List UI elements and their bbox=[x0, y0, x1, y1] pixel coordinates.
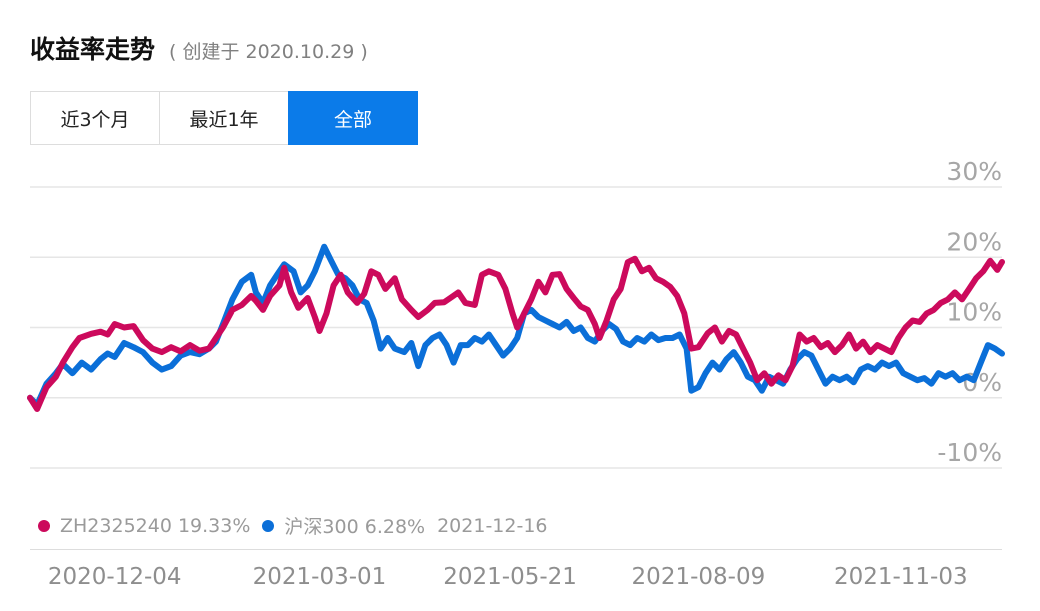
legend-date: 2021-12-16 bbox=[437, 514, 548, 537]
y-tick-label: 0% bbox=[962, 368, 1002, 397]
legend-dot-hs300 bbox=[262, 519, 275, 532]
x-tick-label: 2021-08-09 bbox=[631, 564, 766, 590]
y-tick-label: 10% bbox=[946, 298, 1002, 327]
legend-label-portfolio: ZH2325240 19.33% bbox=[60, 514, 251, 537]
series-lines bbox=[27, 243, 1005, 412]
legend-dot-portfolio bbox=[38, 519, 50, 532]
period-tabs: 近3个月 最近1年 全部 bbox=[30, 91, 418, 145]
tab-all[interactable]: 全部 bbox=[288, 91, 418, 145]
y-axis-labels: 30% 20% 10% 0% -10% bbox=[937, 157, 1002, 467]
x-axis-labels: 2020-12-04 2021-03-01 2021-05-21 2021-08-09… bbox=[0, 564, 1040, 600]
legend-label-hs300: 沪深300 6.28% bbox=[284, 516, 426, 538]
tab-3-months[interactable]: 近3个月 bbox=[30, 91, 160, 145]
x-tick-label: 2021-11-03 bbox=[833, 564, 968, 590]
series-line-portfolio bbox=[27, 255, 1005, 412]
returns-line-chart: 30% 20% 10% 0% -10% bbox=[27, 157, 1005, 469]
x-tick-label: 2020-12-04 bbox=[47, 564, 182, 590]
creation-date: ( 创建于 2020.10.29 ) bbox=[169, 41, 368, 63]
y-tick-label: 30% bbox=[946, 157, 1002, 186]
x-tick-label: 2021-03-01 bbox=[252, 564, 387, 590]
axis-divider bbox=[30, 549, 1002, 550]
chart-header: 收益率走势 ( 创建于 2020.10.29 ) bbox=[30, 30, 368, 66]
legend-item-portfolio[interactable]: ZH2325240 19.33% bbox=[38, 515, 250, 537]
chart-legend: ZH2325240 19.33% 沪深300 6.28% 2021-12-16 bbox=[38, 512, 548, 539]
y-tick-label: -10% bbox=[937, 438, 1002, 467]
legend-item-hs300[interactable]: 沪深300 6.28% bbox=[262, 512, 425, 539]
y-tick-label: 20% bbox=[946, 227, 1002, 256]
x-tick-label: 2021-05-21 bbox=[443, 564, 577, 590]
tab-1-year[interactable]: 最近1年 bbox=[159, 91, 289, 145]
page-title: 收益率走势 bbox=[30, 35, 156, 64]
